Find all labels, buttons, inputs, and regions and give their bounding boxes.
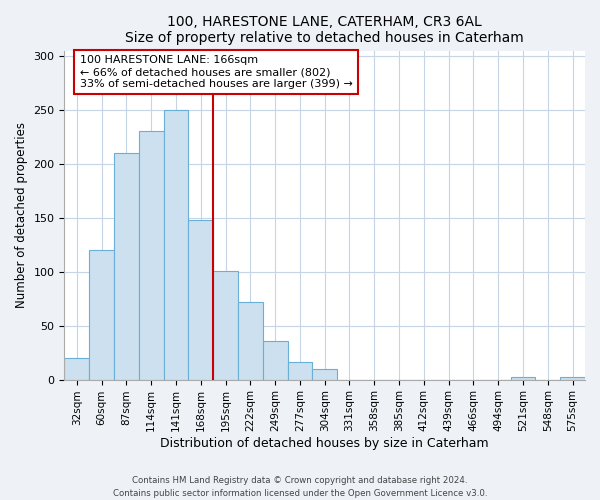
Bar [188, 220, 213, 380]
Bar [89, 250, 114, 380]
Bar [64, 358, 89, 380]
Bar [213, 270, 238, 380]
Bar [511, 378, 535, 380]
Bar [114, 153, 139, 380]
Title: 100, HARESTONE LANE, CATERHAM, CR3 6AL
Size of property relative to detached hou: 100, HARESTONE LANE, CATERHAM, CR3 6AL S… [125, 15, 524, 45]
Bar [139, 132, 164, 380]
Bar [238, 302, 263, 380]
Bar [313, 369, 337, 380]
Text: Contains HM Land Registry data © Crown copyright and database right 2024.
Contai: Contains HM Land Registry data © Crown c… [113, 476, 487, 498]
Bar [560, 378, 585, 380]
Bar [287, 362, 313, 380]
Text: 100 HARESTONE LANE: 166sqm
← 66% of detached houses are smaller (802)
33% of sem: 100 HARESTONE LANE: 166sqm ← 66% of deta… [80, 56, 353, 88]
Bar [164, 110, 188, 380]
X-axis label: Distribution of detached houses by size in Caterham: Distribution of detached houses by size … [160, 437, 489, 450]
Bar [263, 341, 287, 380]
Y-axis label: Number of detached properties: Number of detached properties [15, 122, 28, 308]
